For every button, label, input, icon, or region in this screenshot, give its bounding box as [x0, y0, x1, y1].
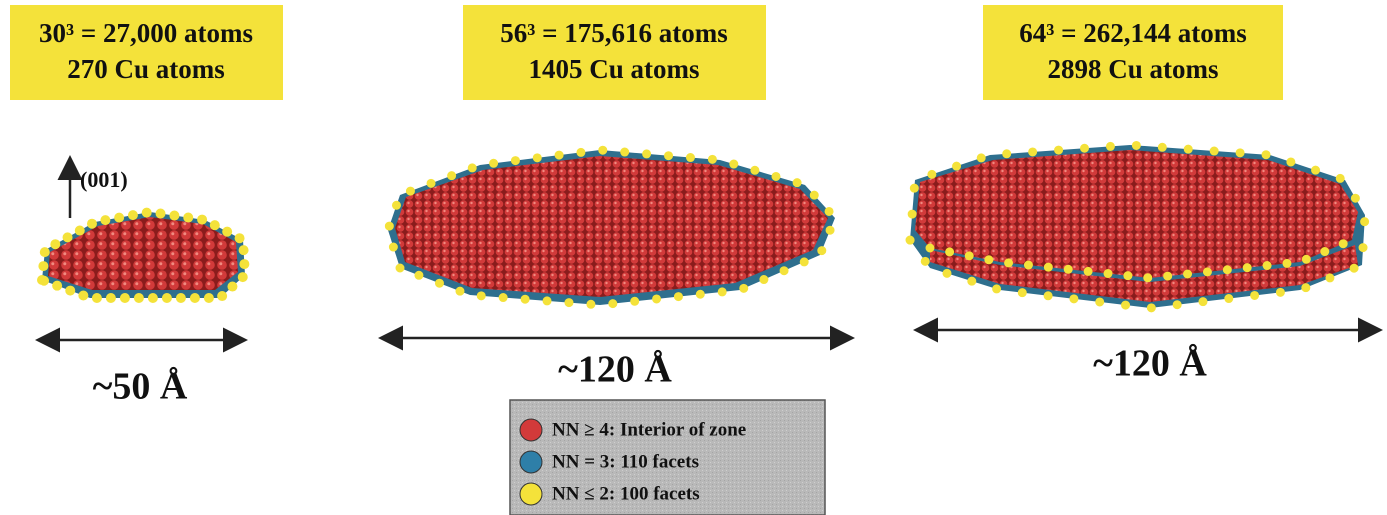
size-label: ~50 Å [93, 366, 188, 408]
legend-label: NN ≤ 2: 100 facets [552, 483, 700, 504]
cluster [388, 150, 835, 305]
size-label: ~120 Å [1093, 343, 1207, 385]
cu-count: 1405 Cu atoms [528, 54, 699, 84]
cu-count: 2898 Cu atoms [1047, 54, 1218, 84]
cluster [910, 145, 1365, 308]
legend-swatch [520, 419, 542, 441]
atom-count: 56³ = 175,616 atoms [500, 18, 727, 48]
cu-count: 270 Cu atoms [67, 54, 225, 84]
axis-label: (001) [80, 167, 128, 192]
legend-swatch [520, 483, 542, 505]
cluster [42, 212, 245, 298]
size-label: ~120 Å [558, 349, 672, 391]
legend-swatch [520, 451, 542, 473]
atom-count: 30³ = 27,000 atoms [39, 18, 253, 48]
figure: 30³ = 27,000 atoms 270 Cu atoms 56³ = 17… [0, 0, 1387, 515]
atom-count: 64³ = 262,144 atoms [1019, 18, 1246, 48]
legend-label: NN = 3: 110 facets [552, 451, 699, 472]
legend-label: NN ≥ 4: Interior of zone [552, 419, 746, 440]
